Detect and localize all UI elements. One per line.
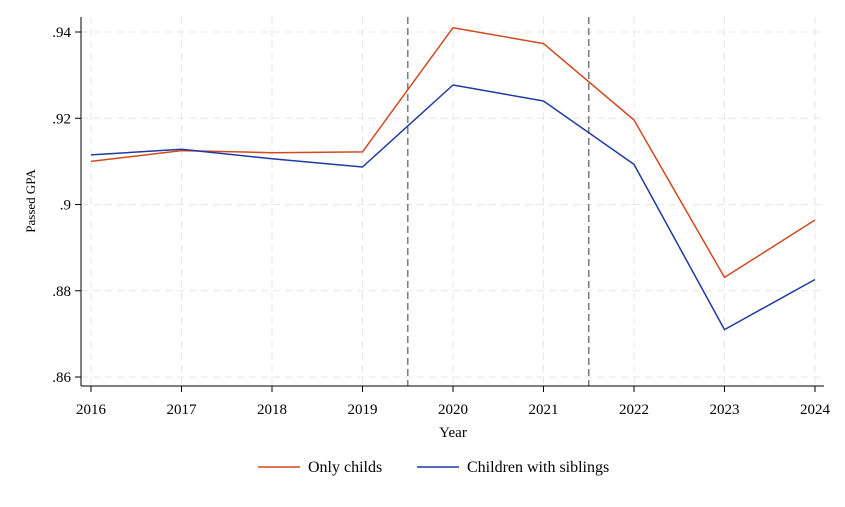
x-tick-label: 2017 — [167, 402, 198, 418]
y-axis-title: Passed GPA — [23, 169, 38, 233]
x-tick-label: 2023 — [710, 402, 740, 418]
x-ticks: 2016 2017 2018 2019 2020 2021 2022 2023 2024 — [76, 386, 831, 418]
y-tick-label: .92 — [52, 111, 71, 127]
grid — [81, 17, 824, 386]
series-lines — [90, 26, 816, 331]
y-tick-label: .86 — [52, 370, 71, 386]
x-tick-label: 2020 — [438, 402, 468, 418]
x-tick-label: 2021 — [529, 402, 559, 418]
y-tick-label: .88 — [52, 284, 71, 300]
x-tick-label: 2016 — [76, 402, 107, 418]
y-tick-label: .94 — [52, 25, 71, 41]
legend: Only childs Children with siblings — [258, 459, 609, 476]
y-tick-label: .9 — [60, 198, 71, 214]
legend-label-children-with-siblings: Children with siblings — [467, 459, 609, 476]
series-line-0 — [90, 26, 816, 279]
x-axis-title: Year — [439, 425, 467, 441]
x-tick-label: 2022 — [619, 402, 649, 418]
legend-label-only-childs: Only childs — [308, 459, 382, 476]
x-tick-label: 2024 — [800, 402, 831, 418]
y-ticks: .86 .88 .9 .92 .94 — [52, 25, 81, 386]
reference-lines — [406, 17, 590, 386]
x-tick-label: 2018 — [257, 402, 287, 418]
x-tick-label: 2019 — [348, 402, 378, 418]
series-line-1 — [90, 84, 816, 331]
